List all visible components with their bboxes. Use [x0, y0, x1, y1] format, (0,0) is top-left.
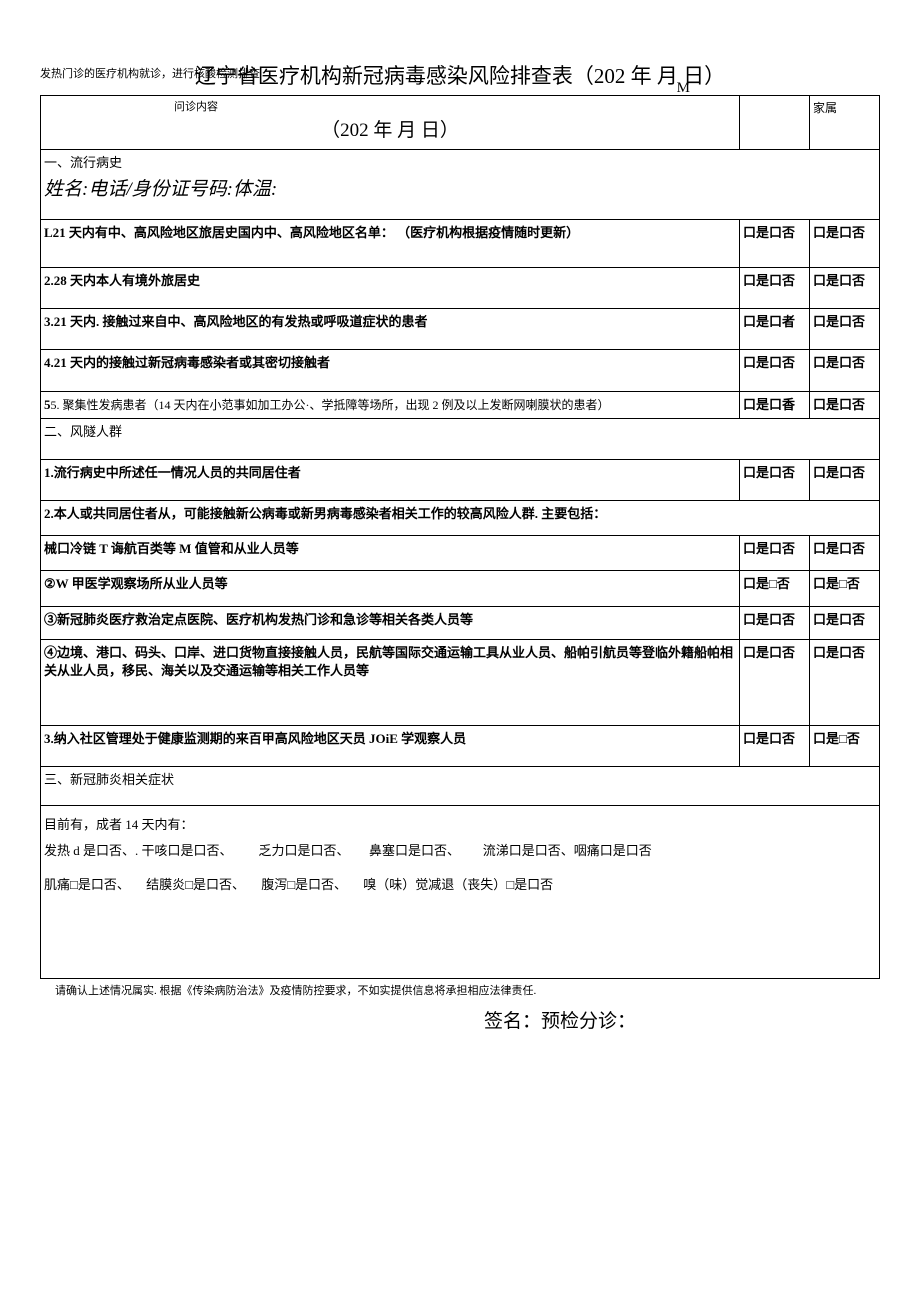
table-row: 1.流行病史中所述任一情况人员的共同居住者 口是口否 口是口否: [41, 459, 880, 500]
checkbox-family[interactable]: 口是口否: [810, 606, 880, 639]
signature-line: 签名：预检分诊：: [240, 1006, 880, 1033]
table-row: 2.本人或共同居住者从，可能接触新公病毒或新男病毒感染者相关工作的较高风险人群.…: [41, 501, 880, 536]
checkbox-self[interactable]: 口是口否: [740, 267, 810, 308]
title-text: 辽宁省医疗机构新冠病毒感染风险排查表（202 年 月 日）: [195, 64, 725, 88]
symptoms-cell: 目前有，成者 14 天内有： 发热 d 是口否、. 干咳口是口否、 乏力口是口否…: [41, 805, 880, 978]
question-text: 55. 聚集性发病患者（14 天内在小范事如加工办公·、学抵障等场所，出现 2 …: [41, 391, 740, 418]
table-row: 3.21 天内. 接触过来自中、高风险地区的有发热或呼吸道症状的患者 口是口者 …: [41, 309, 880, 350]
checkbox-self[interactable]: 口是口否: [740, 459, 810, 500]
main-title: 辽宁省医疗机构新冠病毒感染风险排查表（202 年 月 日） M: [40, 60, 880, 90]
checkbox-family[interactable]: 口是口否: [810, 309, 880, 350]
section-2-title: 二、风隧人群: [41, 418, 880, 459]
col-header-1: [740, 96, 810, 150]
table-row: 2.28 天内本人有境外旅居史 口是口否 口是口否: [41, 267, 880, 308]
date-cell: 问诊内容 （202 年 月 日）: [41, 96, 740, 150]
checkbox-self[interactable]: 口是口否: [740, 639, 810, 725]
question-text: 械口冷链 T 诲航百类等 M 值管和从业人员等: [41, 536, 740, 571]
section-3-header: 三、新冠肺炎相关症状: [41, 767, 880, 805]
table-row: 4.21 天内的接触过新冠病毒感染者或其密切接触者 口是口否 口是口否: [41, 350, 880, 391]
table-row: ③新冠肺炎医疗救治定点医院、医疗机构发热门诊和急诊等相关各类人员等 口是口否 口…: [41, 606, 880, 639]
section-1-title: 一、流行病史: [44, 154, 876, 172]
checkbox-family[interactable]: 口是口否: [810, 639, 880, 725]
question-text: ②W 甲医学观察场所从业人员等: [41, 571, 740, 606]
checkbox-self[interactable]: 口是口否: [740, 726, 810, 767]
question-text: 3.21 天内. 接触过来自中、高风险地区的有发热或呼吸道症状的患者: [41, 309, 740, 350]
question-text: L21 天内有中、高风险地区旅居史国内中、高风险地区名单： （医疗机构根据疫情随…: [41, 219, 740, 267]
checkbox-self[interactable]: 口是□否: [740, 571, 810, 606]
info-line: 姓名:电话/身份证号码:体温:: [44, 177, 876, 204]
checkbox-family[interactable]: 口是口否: [810, 536, 880, 571]
sub-pre: 问诊内容: [174, 100, 736, 115]
question-text: ③新冠肺炎医疗救治定点医院、医疗机构发热门诊和急诊等相关各类人员等: [41, 606, 740, 639]
question-text: 3.纳入社区管理处于健康监测期的来百甲高风险地区天员 JOiE 学观察人员: [41, 726, 740, 767]
checkbox-self[interactable]: 口是口否: [740, 606, 810, 639]
table-row: 械口冷链 T 诲航百类等 M 值管和从业人员等 口是口否 口是口否: [41, 536, 880, 571]
m-label: M: [677, 80, 690, 97]
checkbox-self[interactable]: 口是口否: [740, 536, 810, 571]
table-row: 55. 聚集性发病患者（14 天内在小范事如加工办公·、学抵障等场所，出现 2 …: [41, 391, 880, 418]
checkbox-family[interactable]: 口是口否: [810, 391, 880, 418]
checkbox-self[interactable]: 口是口香: [740, 391, 810, 418]
q-text: 5. 聚集性发病患者（14 天内在小范事如加工办公·、学抵障等场所，出现 2 例…: [51, 398, 610, 412]
table-row: ②W 甲医学观察场所从业人员等 口是□否 口是□否: [41, 571, 880, 606]
question-text: 4.21 天内的接触过新冠病毒感染者或其密切接触者: [41, 350, 740, 391]
checkbox-family[interactable]: 口是□否: [810, 571, 880, 606]
checkbox-family[interactable]: 口是口否: [810, 267, 880, 308]
question-text: 2.28 天内本人有境外旅居史: [41, 267, 740, 308]
section-1-header: 一、流行病史 姓名:电话/身份证号码:体温:: [41, 149, 880, 219]
checkbox-family[interactable]: 口是口否: [810, 459, 880, 500]
header-row: 问诊内容 （202 年 月 日） 家属: [41, 96, 880, 150]
symptoms-line3: 肌痛□是口否、 结膜炎□是口否、 腹泻□是口否、 嗅（味）觉减退（丧失）□是口否: [44, 872, 876, 898]
table-row: ④边境、港口、码头、口岸、进口货物直接接触人员，民航等国际交通运输工具从业人员、…: [41, 639, 880, 725]
symptoms-row: 目前有，成者 14 天内有： 发热 d 是口否、. 干咳口是口否、 乏力口是口否…: [41, 805, 880, 978]
col-header-family: 家属: [810, 96, 880, 150]
date-line: （202 年 月 日）: [44, 118, 736, 145]
table-row: 3.纳入社区管理处于健康监测期的来百甲高风险地区天员 JOiE 学观察人员 口是…: [41, 726, 880, 767]
checkbox-self[interactable]: 口是口否: [740, 219, 810, 267]
screening-table: 问诊内容 （202 年 月 日） 家属 一、流行病史 姓名:电话/身份证号码:体…: [40, 95, 880, 979]
checkbox-self[interactable]: 口是口否: [740, 350, 810, 391]
question-text: ④边境、港口、码头、口岸、进口货物直接接触人员，民航等国际交通运输工具从业人员、…: [41, 639, 740, 725]
checkbox-family[interactable]: 口是口否: [810, 219, 880, 267]
title-area: 发热门诊的医疗机构就诊，进行核酸检测排查 辽宁省医疗机构新冠病毒感染风险排查表（…: [40, 60, 880, 90]
footer-note: 请确认上述情况属实. 根据《传染病防治法》及疫情防控要求，不如实提供信息将承担相…: [55, 982, 880, 998]
section-1-cell: 一、流行病史 姓名:电话/身份证号码:体温:: [41, 149, 880, 219]
checkbox-self[interactable]: 口是口者: [740, 309, 810, 350]
symptoms-line2: 发热 d 是口否、. 干咳口是口否、 乏力口是口否、 鼻塞口是口否、 流涕口是口…: [44, 838, 876, 864]
checkbox-family[interactable]: 口是□否: [810, 726, 880, 767]
question-text: 1.流行病史中所述任一情况人员的共同居住者: [41, 459, 740, 500]
question-text: 2.本人或共同居住者从，可能接触新公病毒或新男病毒感染者相关工作的较高风险人群.…: [41, 501, 880, 536]
symptoms-line1: 目前有，成者 14 天内有：: [44, 812, 876, 838]
section-3-title: 三、新冠肺炎相关症状: [41, 767, 880, 805]
checkbox-family[interactable]: 口是口否: [810, 350, 880, 391]
section-2-header: 二、风隧人群: [41, 418, 880, 459]
table-row: L21 天内有中、高风险地区旅居史国内中、高风险地区名单： （医疗机构根据疫情随…: [41, 219, 880, 267]
